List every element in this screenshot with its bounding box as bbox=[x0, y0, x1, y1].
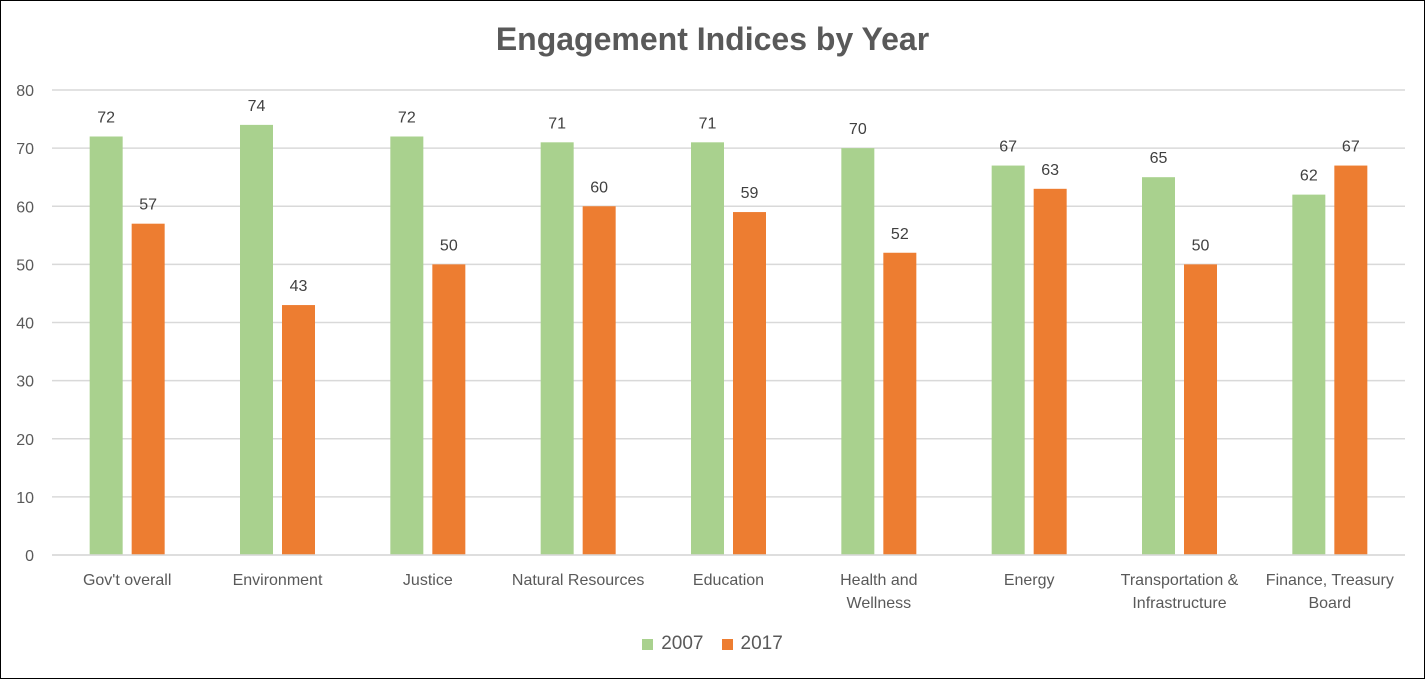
legend: 2007 2017 bbox=[1, 633, 1424, 655]
data-label: 60 bbox=[590, 179, 608, 196]
bar-2017 bbox=[282, 305, 315, 555]
data-label: 50 bbox=[1192, 237, 1210, 254]
y-tick-label: 30 bbox=[16, 374, 34, 391]
data-label: 67 bbox=[999, 139, 1017, 156]
bar-2017 bbox=[1334, 165, 1368, 555]
data-label: 50 bbox=[440, 237, 458, 254]
bar-2007 bbox=[540, 142, 574, 555]
x-tick-label: Gov't overall bbox=[83, 572, 171, 589]
bar-2007 bbox=[1142, 177, 1175, 555]
y-tick-label: 0 bbox=[25, 548, 34, 565]
x-tick-label: Health and bbox=[840, 572, 917, 589]
x-tick-label: Wellness bbox=[847, 595, 912, 612]
data-label: 59 bbox=[741, 185, 759, 202]
data-label: 67 bbox=[1342, 139, 1360, 156]
bar-2007 bbox=[89, 136, 123, 555]
legend-swatch bbox=[642, 638, 654, 650]
bar-2007 bbox=[691, 142, 724, 555]
y-tick-label: 20 bbox=[16, 432, 34, 449]
bar-2017 bbox=[582, 206, 616, 555]
x-tick-label: Finance, Treasury bbox=[1266, 572, 1394, 589]
x-tick-label: Justice bbox=[403, 572, 453, 589]
legend-label: 2017 bbox=[740, 633, 783, 654]
chart-title: Engagement Indices by Year bbox=[495, 21, 930, 57]
data-label: 71 bbox=[699, 115, 717, 132]
data-label: 62 bbox=[1300, 168, 1318, 185]
bar-2007 bbox=[841, 148, 875, 555]
data-label: 72 bbox=[398, 110, 416, 127]
legend-item-2017: 2017 bbox=[721, 633, 783, 655]
data-label: 63 bbox=[1041, 162, 1059, 179]
x-tick-label: Infrastructure bbox=[1132, 595, 1226, 612]
x-tick-label: Energy bbox=[1004, 572, 1055, 589]
data-label: 71 bbox=[548, 115, 566, 132]
y-tick-label: 50 bbox=[16, 257, 34, 274]
x-tick-label: Board bbox=[1308, 595, 1351, 612]
bar-2017 bbox=[432, 264, 466, 555]
data-label: 43 bbox=[290, 278, 308, 295]
data-label: 70 bbox=[849, 121, 867, 138]
y-tick-label: 10 bbox=[16, 490, 34, 507]
data-label: 65 bbox=[1150, 150, 1168, 167]
bar-2007 bbox=[1292, 194, 1326, 555]
bar-2017 bbox=[1033, 188, 1067, 555]
x-tick-label: Education bbox=[693, 572, 764, 589]
y-tick-label: 80 bbox=[16, 83, 34, 100]
legend-swatch bbox=[721, 638, 733, 650]
x-tick-label: Environment bbox=[233, 572, 323, 589]
legend-label: 2007 bbox=[661, 633, 704, 654]
x-tick-label: Natural Resources bbox=[512, 572, 645, 589]
bar-2007 bbox=[240, 124, 273, 555]
data-label: 57 bbox=[139, 197, 157, 214]
y-tick-label: 60 bbox=[16, 199, 34, 216]
x-tick-label: Transportation & bbox=[1121, 572, 1239, 589]
bar-2017 bbox=[131, 223, 165, 555]
bar-2017 bbox=[883, 252, 917, 555]
legend-item-2007: 2007 bbox=[642, 633, 704, 655]
data-label: 72 bbox=[97, 110, 115, 127]
data-label: 52 bbox=[891, 226, 909, 243]
bar-2007 bbox=[991, 165, 1025, 555]
bar-2017 bbox=[733, 212, 766, 555]
y-tick-label: 40 bbox=[16, 316, 34, 333]
y-tick-label: 70 bbox=[16, 141, 34, 158]
bar-2017 bbox=[1184, 264, 1217, 555]
bar-2007 bbox=[390, 136, 424, 555]
data-label: 74 bbox=[248, 98, 266, 115]
